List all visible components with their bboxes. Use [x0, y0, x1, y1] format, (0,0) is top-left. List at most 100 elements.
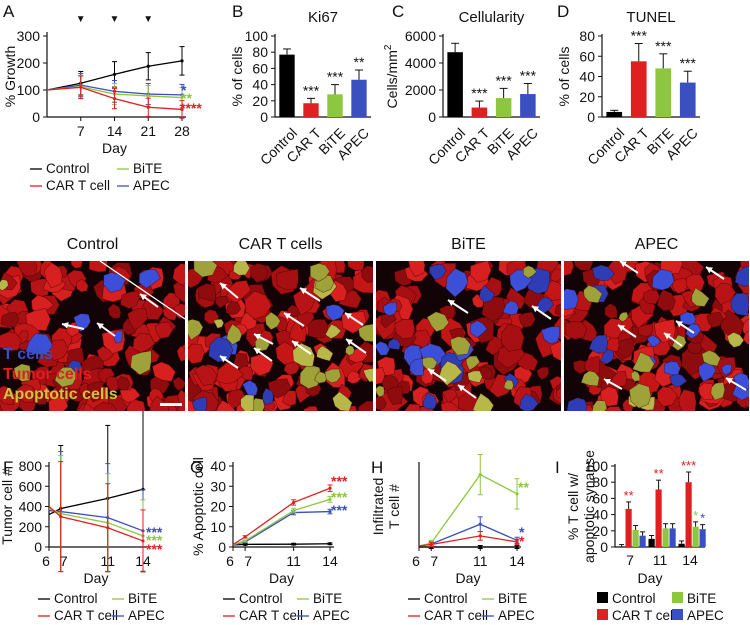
tumor-cell	[86, 381, 104, 403]
arrowhead	[345, 313, 352, 320]
apoptotic-cell	[240, 394, 255, 411]
series-line-bite	[418, 473, 518, 547]
x-tick-label: 7	[60, 553, 68, 569]
y-axis-label: % Growth	[2, 46, 18, 107]
bar-apec	[669, 528, 676, 547]
tumor-cell	[44, 262, 63, 289]
tumor-cell	[441, 389, 458, 404]
significance-label: ***	[655, 38, 672, 54]
t-cell	[113, 330, 123, 344]
series-line-car-t	[418, 535, 518, 547]
tumor-cell	[706, 311, 724, 328]
tumor-cell	[292, 289, 316, 316]
tumor-cell	[404, 403, 422, 411]
tumor-cell	[154, 321, 174, 340]
x-tick-label: 11	[286, 553, 301, 569]
bar-apec	[699, 529, 706, 547]
t-cell	[734, 266, 749, 288]
x-tick-label: 28	[174, 123, 190, 139]
tumor-cell	[481, 296, 506, 322]
x-axis-label: Day	[269, 570, 294, 586]
y-axis-label-superscript: 2	[383, 44, 394, 50]
apoptotic-cell	[631, 351, 655, 373]
bar-car-t	[630, 61, 647, 117]
legend-tumor-cells-label: Tumor cells	[3, 366, 92, 383]
data-point	[328, 497, 332, 502]
panel-letter-b: B	[232, 2, 243, 21]
significance-label: **	[181, 90, 192, 106]
tumor-cell	[96, 345, 115, 362]
t-cell	[647, 334, 662, 348]
bar-car-t	[625, 508, 632, 547]
micrograph-apec	[564, 261, 749, 411]
apoptotic-cell	[592, 400, 608, 411]
series-line-control	[48, 488, 144, 516]
tumor-cell	[550, 268, 561, 283]
tumor-cell	[357, 400, 373, 411]
legend-label: BiTE	[498, 591, 527, 606]
significance-label: ***	[303, 82, 320, 98]
tumor-cell	[656, 289, 676, 312]
legend-label: APEC	[498, 608, 535, 623]
y-tick-label: 0	[260, 109, 268, 125]
tumor-cell	[244, 290, 272, 320]
data-point	[112, 97, 117, 101]
apoptotic-cell	[213, 318, 225, 329]
y-tick-label: 0	[32, 109, 40, 125]
x-axis-label: Day	[84, 570, 109, 586]
panel-e-title-control: Control	[66, 236, 119, 253]
series-line-car-t	[48, 506, 144, 542]
data-point	[180, 107, 184, 112]
tumor-cell	[714, 282, 737, 305]
tumor-cell	[604, 303, 618, 319]
apoptotic-cell	[426, 311, 450, 333]
arrowhead	[220, 283, 227, 290]
significance-label: ***	[631, 27, 648, 43]
tumor-cell	[698, 382, 714, 401]
y-tick-label: 0	[587, 109, 595, 125]
tumor-cell	[162, 306, 178, 321]
apoptotic-cell	[467, 370, 483, 384]
apoptotic-cell	[362, 368, 373, 383]
arrowhead	[346, 339, 353, 346]
arrowhead	[604, 379, 611, 385]
arrowhead	[618, 325, 625, 332]
arrowhead	[300, 288, 307, 295]
x-tick-label: 21	[140, 123, 156, 139]
tumor-cell	[742, 330, 749, 345]
apoptotic-cell	[324, 368, 342, 384]
legend-apoptotic-cells: Apoptotic cells	[3, 385, 118, 404]
apoptotic-cell	[726, 331, 745, 348]
y-tick-label: 100	[245, 28, 269, 44]
bar-car-t	[655, 489, 662, 547]
t-cell	[535, 296, 555, 314]
x-tick-label: 14	[682, 552, 698, 568]
significance-label: ***	[327, 69, 344, 85]
arrowhead	[284, 313, 291, 320]
bar-apec	[679, 82, 696, 117]
y-tick-label: 40	[592, 507, 608, 523]
significance-label: ***	[146, 524, 163, 540]
tumor-cell	[347, 261, 365, 272]
t-cell	[566, 397, 588, 411]
y-tick-label: 40	[579, 69, 595, 85]
tumor-cell	[250, 262, 269, 283]
x-tick-label: 11	[653, 552, 668, 568]
significance-label: ****	[180, 100, 202, 116]
apoptotic-cell	[130, 350, 152, 376]
tumor-cell	[215, 400, 236, 411]
legend-t-cells: T cells	[3, 345, 53, 364]
arrowhead	[220, 356, 227, 363]
apoptotic-cell	[701, 349, 721, 367]
legend-label: APEC	[313, 608, 350, 623]
legend-label: CAR T cell	[54, 608, 118, 623]
apoptotic-cell	[299, 364, 323, 390]
x-tick-label: 14	[509, 553, 525, 569]
apoptotic-cell	[465, 355, 481, 371]
significance-label: ***	[146, 541, 163, 557]
data-point	[146, 105, 150, 109]
bar-bite	[327, 94, 343, 117]
apoptotic-cell	[13, 363, 32, 382]
panel-e-title-car-t: CAR T cells	[238, 236, 323, 253]
